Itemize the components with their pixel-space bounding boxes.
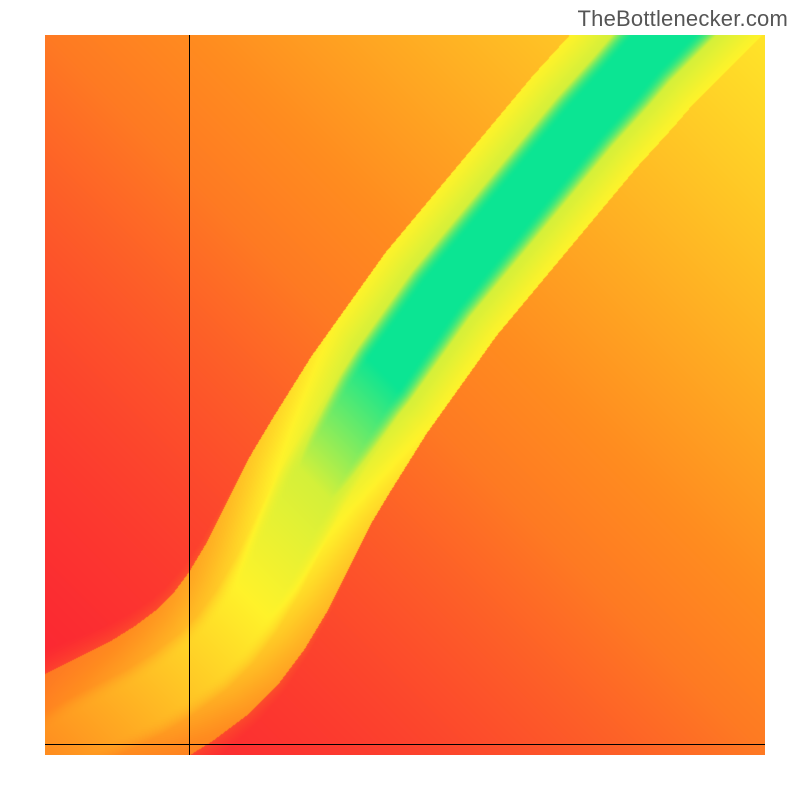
crosshair-horizontal <box>45 744 765 745</box>
crosshair-vertical <box>189 35 190 755</box>
heatmap-canvas <box>45 35 765 755</box>
watermark-text: TheBottlenecker.com <box>578 6 788 32</box>
plot-area <box>45 35 765 755</box>
chart-container: TheBottlenecker.com <box>0 0 800 800</box>
